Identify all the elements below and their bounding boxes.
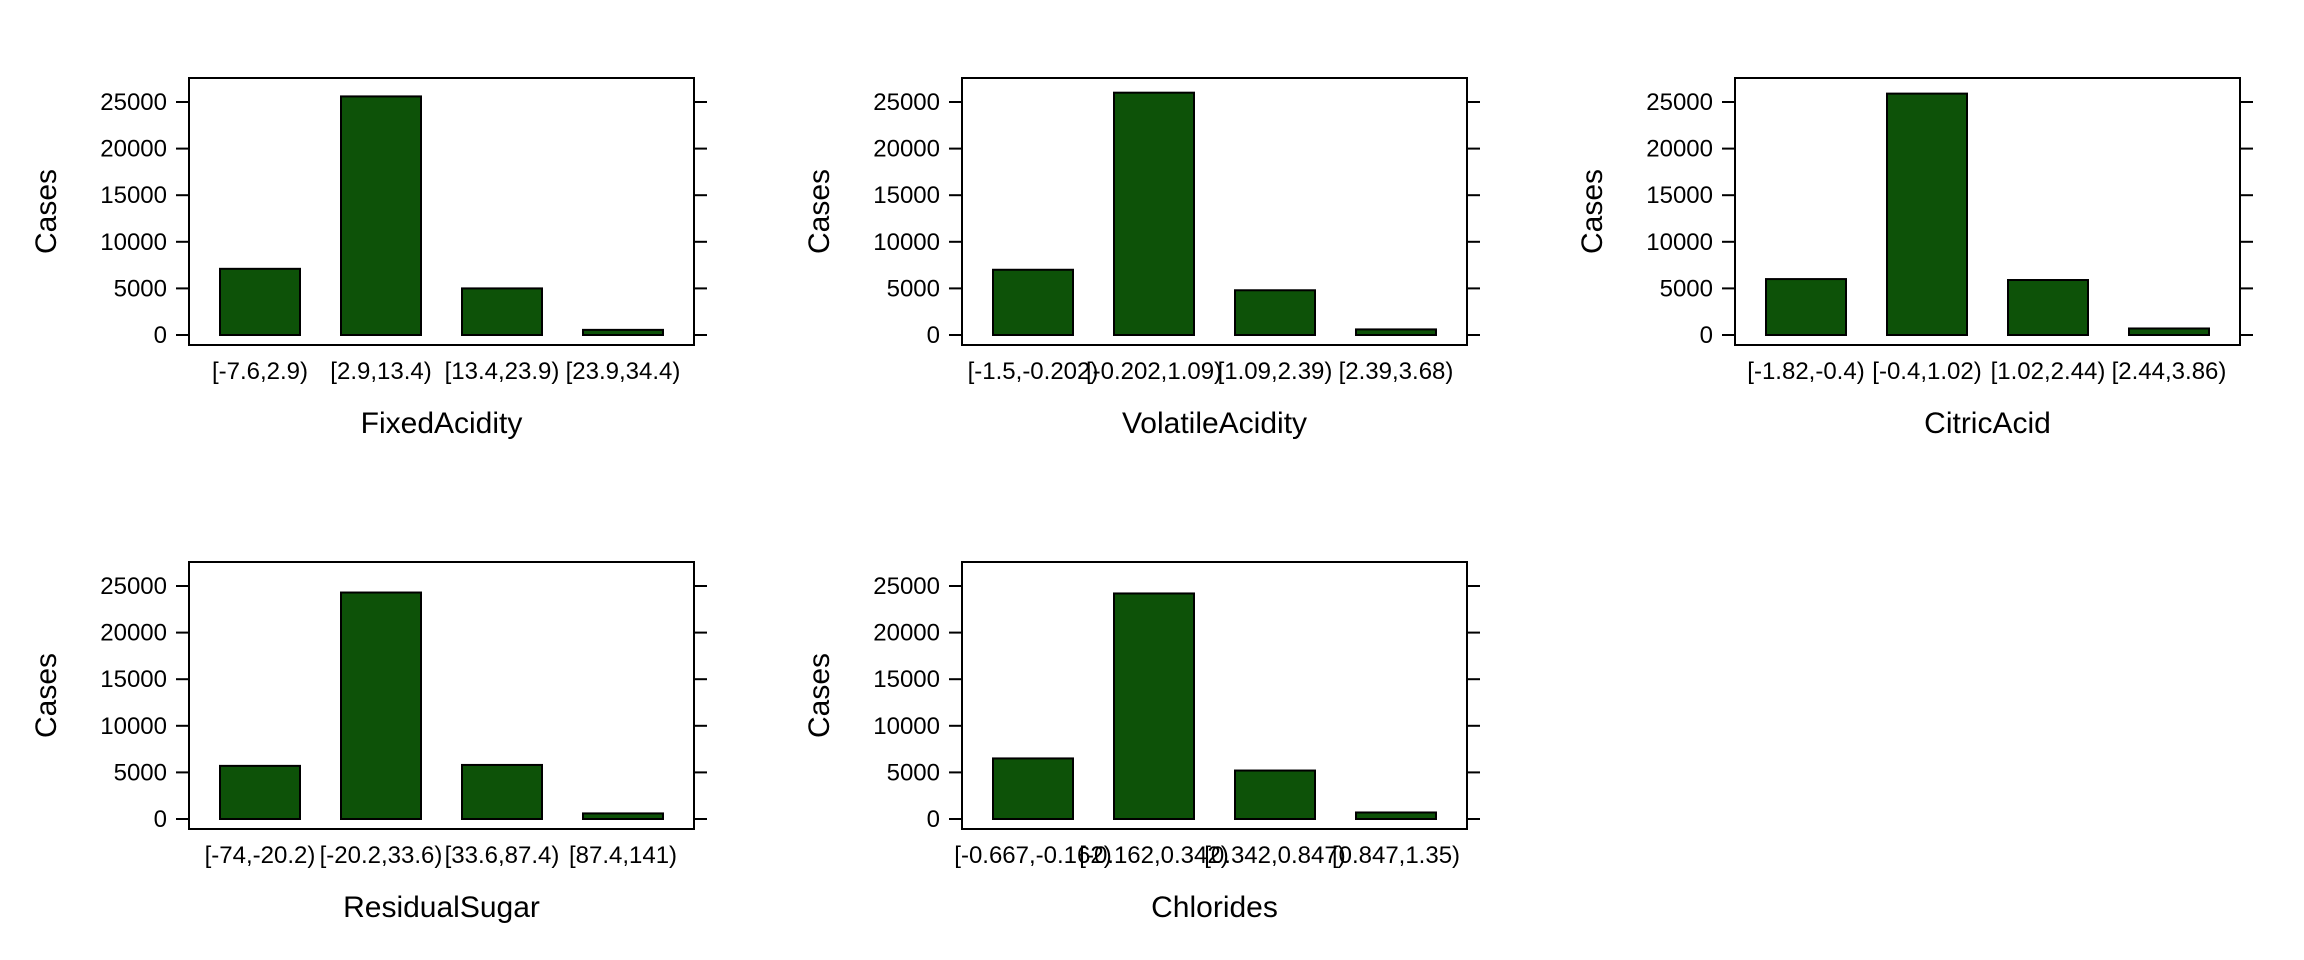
y-tick-label: 15000 [100, 182, 167, 209]
bar-3 [582, 812, 664, 821]
y-tick-label: 15000 [100, 666, 167, 693]
bar-1 [340, 591, 422, 820]
plot-frame [188, 77, 695, 346]
x-category-label: [87.4,141) [569, 842, 677, 869]
bar-2 [1234, 769, 1316, 821]
y-axis-title: Cases [1576, 169, 1609, 254]
y-tick-label: 0 [154, 806, 167, 833]
y-tick-label: 25000 [873, 573, 940, 600]
bar-3 [1355, 328, 1437, 336]
y-tick-label: 15000 [873, 182, 940, 209]
x-axis-title: Chlorides [1151, 891, 1278, 924]
y-tick-label: 20000 [873, 620, 940, 647]
plot-frame [961, 561, 1468, 830]
y-tick-label: 20000 [873, 136, 940, 163]
plot-frame [188, 561, 695, 830]
y-tick-label: 10000 [1646, 229, 1713, 256]
bar-2 [461, 763, 543, 820]
x-category-label: [2.44,3.86) [2112, 358, 2227, 385]
x-axis-title: VolatileAcidity [1122, 407, 1307, 440]
x-category-label: [-0.4,1.02) [1872, 358, 1981, 385]
x-category-label: [1.09,2.39) [1218, 358, 1333, 385]
y-tick-label: 5000 [114, 275, 167, 302]
chart-panel-citricacid: 0 5000 10000 15000 20000 25000 [-1.82,-0.4) [-0… [1576, 77, 2253, 440]
bar-3 [582, 328, 664, 336]
y-tick-label: 15000 [1646, 182, 1713, 209]
chart-panel-residualsugar: 0 5000 10000 15000 20000 25000 [-74,-20.2) [-20… [30, 561, 707, 924]
y-tick-label: 20000 [100, 136, 167, 163]
y-axis-title: Cases [803, 169, 836, 254]
bar-1 [340, 95, 422, 336]
y-axis-title: Cases [803, 653, 836, 738]
x-category-label: [1.02,2.44) [1991, 358, 2106, 385]
bar-2 [461, 287, 543, 336]
x-category-label: [-0.202,1.09) [1086, 358, 1222, 385]
x-axis-title: FixedAcidity [361, 407, 523, 440]
x-category-label: [0.342,0.847) [1204, 842, 1345, 869]
x-axis-title: CitricAcid [1924, 407, 2051, 440]
bar-0 [219, 267, 301, 336]
y-tick-label: 10000 [100, 713, 167, 740]
bar-1 [1113, 91, 1195, 337]
y-tick-label: 10000 [873, 229, 940, 256]
y-tick-label: 25000 [100, 89, 167, 116]
bar-0 [992, 268, 1074, 337]
y-tick-label: 5000 [887, 275, 940, 302]
y-tick-label: 20000 [1646, 136, 1713, 163]
x-category-label: [33.6,87.4) [445, 842, 560, 869]
chart-panel-chlorides: 0 5000 10000 15000 20000 25000 [-0.667,-0.162)… [803, 561, 1480, 924]
x-category-label: [0.847,1.35) [1332, 842, 1460, 869]
x-category-label: [-1.5,-0.202) [968, 358, 1099, 385]
x-category-label: [-0.162,0.342) [1079, 842, 1228, 869]
y-tick-label: 15000 [873, 666, 940, 693]
y-tick-label: 25000 [1646, 89, 1713, 116]
x-category-label: [-0.667,-0.162) [954, 842, 1111, 869]
x-category-label: [-74,-20.2) [205, 842, 316, 869]
y-axis-title: Cases [30, 653, 63, 738]
x-category-label: [2.39,3.68) [1339, 358, 1454, 385]
bar-2 [1234, 289, 1316, 337]
bar-2 [2007, 279, 2089, 336]
bar-3 [2128, 327, 2210, 337]
panels-group: 0 5000 10000 15000 20000 25000 [-7.6,2.9) [2.9,… [30, 77, 2253, 924]
y-tick-label: 5000 [887, 759, 940, 786]
y-tick-label: 25000 [873, 89, 940, 116]
bar-1 [1113, 592, 1195, 820]
x-axis-title: ResidualSugar [343, 891, 540, 924]
x-category-label: [13.4,23.9) [445, 358, 560, 385]
y-tick-label: 5000 [114, 759, 167, 786]
y-tick-label: 10000 [873, 713, 940, 740]
bar-0 [992, 757, 1074, 820]
y-tick-label: 20000 [100, 620, 167, 647]
x-category-label: [-1.82,-0.4) [1747, 358, 1864, 385]
x-category-label: [2.9,13.4) [330, 358, 431, 385]
y-tick-label: 0 [927, 322, 940, 349]
y-tick-label: 0 [927, 806, 940, 833]
bar-3 [1355, 811, 1437, 821]
y-tick-label: 10000 [100, 229, 167, 256]
y-axis-title: Cases [30, 169, 63, 254]
chart-panel-fixedacidity: 0 5000 10000 15000 20000 25000 [-7.6,2.9) [2.9,… [30, 77, 707, 440]
x-category-label: [23.9,34.4) [566, 358, 681, 385]
bar-1 [1886, 92, 1968, 336]
x-category-label: [-20.2,33.6) [320, 842, 443, 869]
y-tick-label: 0 [154, 322, 167, 349]
plot-frame [961, 77, 1468, 346]
plot-frame [1734, 77, 2241, 346]
x-category-label: [-7.6,2.9) [212, 358, 308, 385]
y-tick-label: 0 [1700, 322, 1713, 349]
bar-0 [1765, 278, 1847, 336]
bar-0 [219, 764, 301, 820]
y-tick-label: 5000 [1660, 275, 1713, 302]
chart-panel-volatileacidity: 0 5000 10000 15000 20000 25000 [-1.5,-0.202)[-… [803, 77, 1480, 440]
y-tick-label: 25000 [100, 573, 167, 600]
